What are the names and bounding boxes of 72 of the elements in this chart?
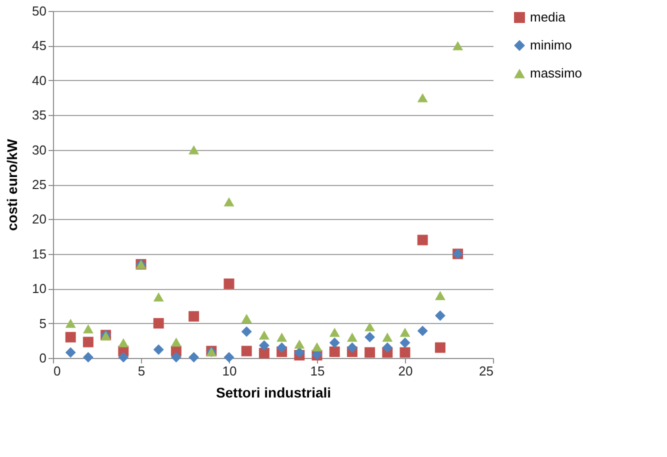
point xyxy=(294,340,305,349)
point xyxy=(276,342,288,353)
point xyxy=(312,342,322,352)
point xyxy=(452,41,464,50)
point xyxy=(382,332,393,342)
point xyxy=(258,330,270,340)
point xyxy=(400,337,410,348)
x-tick-label: 0 xyxy=(54,364,61,378)
y-tick-label: 45 xyxy=(32,38,46,54)
point xyxy=(65,332,76,342)
legend-label: media xyxy=(530,10,566,24)
x-tick-label: 5 xyxy=(138,364,146,378)
point xyxy=(153,318,164,329)
y-tick-label: 25 xyxy=(32,177,46,192)
point xyxy=(434,291,446,300)
y-tick-label: 15 xyxy=(32,246,46,262)
point xyxy=(329,346,340,357)
point xyxy=(364,322,376,332)
legend-label: minimo xyxy=(530,38,572,52)
point xyxy=(82,336,94,348)
y-axis-title: costi euro/kW xyxy=(4,138,20,231)
point xyxy=(417,93,428,102)
x-tick-label: 15 xyxy=(310,364,325,378)
point xyxy=(188,311,200,322)
y-tick-label: 0 xyxy=(39,350,46,366)
point xyxy=(224,278,234,289)
y-tick-label: 40 xyxy=(32,72,46,88)
point xyxy=(294,347,305,358)
point xyxy=(241,326,252,337)
y-tick-label: 50 xyxy=(32,4,46,18)
point xyxy=(118,338,129,348)
point xyxy=(188,352,200,363)
point xyxy=(224,197,234,206)
point xyxy=(417,326,428,336)
point xyxy=(258,348,270,358)
point xyxy=(65,318,76,328)
point xyxy=(329,337,340,348)
point xyxy=(382,342,393,353)
y-tick-label: 20 xyxy=(32,212,46,227)
point xyxy=(364,347,376,358)
point xyxy=(153,344,164,355)
y-tick-label: 30 xyxy=(32,142,46,158)
point xyxy=(153,292,164,302)
point xyxy=(241,346,252,356)
point xyxy=(400,347,410,358)
point xyxy=(329,328,340,337)
point xyxy=(241,314,252,323)
legend-label: massimo xyxy=(530,66,582,80)
point xyxy=(364,332,376,342)
y-tick-label: 5 xyxy=(39,316,46,331)
x-tick-label: 10 xyxy=(222,364,237,378)
point xyxy=(258,340,270,351)
point xyxy=(82,352,94,363)
point xyxy=(434,310,446,321)
point xyxy=(224,352,234,363)
point xyxy=(170,352,182,363)
x-tick-label: 25 xyxy=(479,364,494,378)
point xyxy=(118,352,129,363)
point xyxy=(65,347,76,358)
point xyxy=(82,324,94,334)
point xyxy=(346,332,358,342)
x-tick-label: 20 xyxy=(398,364,413,378)
x-axis-title: Settori industriali xyxy=(216,384,332,400)
point xyxy=(170,337,182,347)
point xyxy=(276,332,288,342)
point xyxy=(417,234,428,246)
y-tick-label: 35 xyxy=(32,108,46,123)
y-tick-label: 10 xyxy=(32,281,46,296)
point xyxy=(188,145,200,154)
point xyxy=(434,342,446,353)
point xyxy=(400,328,410,337)
point xyxy=(346,342,358,353)
